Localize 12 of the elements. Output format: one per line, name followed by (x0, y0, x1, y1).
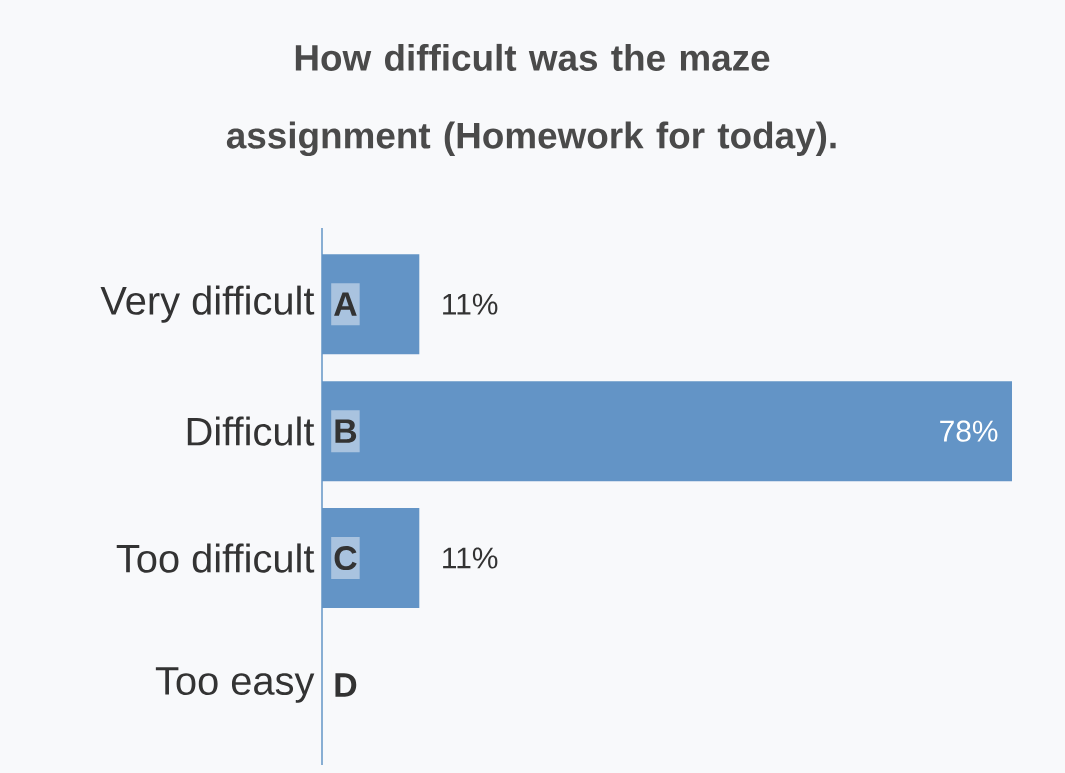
data-label: 11% (443, 547, 498, 569)
y-tick-label: Difficult (187, 416, 315, 446)
y-tick-label: Too easy (155, 667, 315, 703)
annotation: B (335, 419, 357, 443)
y-tick-label: Very difficult (100, 285, 315, 323)
chart-title: How difficult was the maze assignment (Homework for today). (226, 43, 836, 157)
annotation: C (334, 546, 357, 571)
annotation: D (335, 673, 357, 697)
data-label: 78% (940, 420, 998, 442)
data-label: 11% (443, 293, 498, 315)
y-tick-label: Too difficult (116, 543, 315, 573)
annotation: A (334, 292, 357, 316)
